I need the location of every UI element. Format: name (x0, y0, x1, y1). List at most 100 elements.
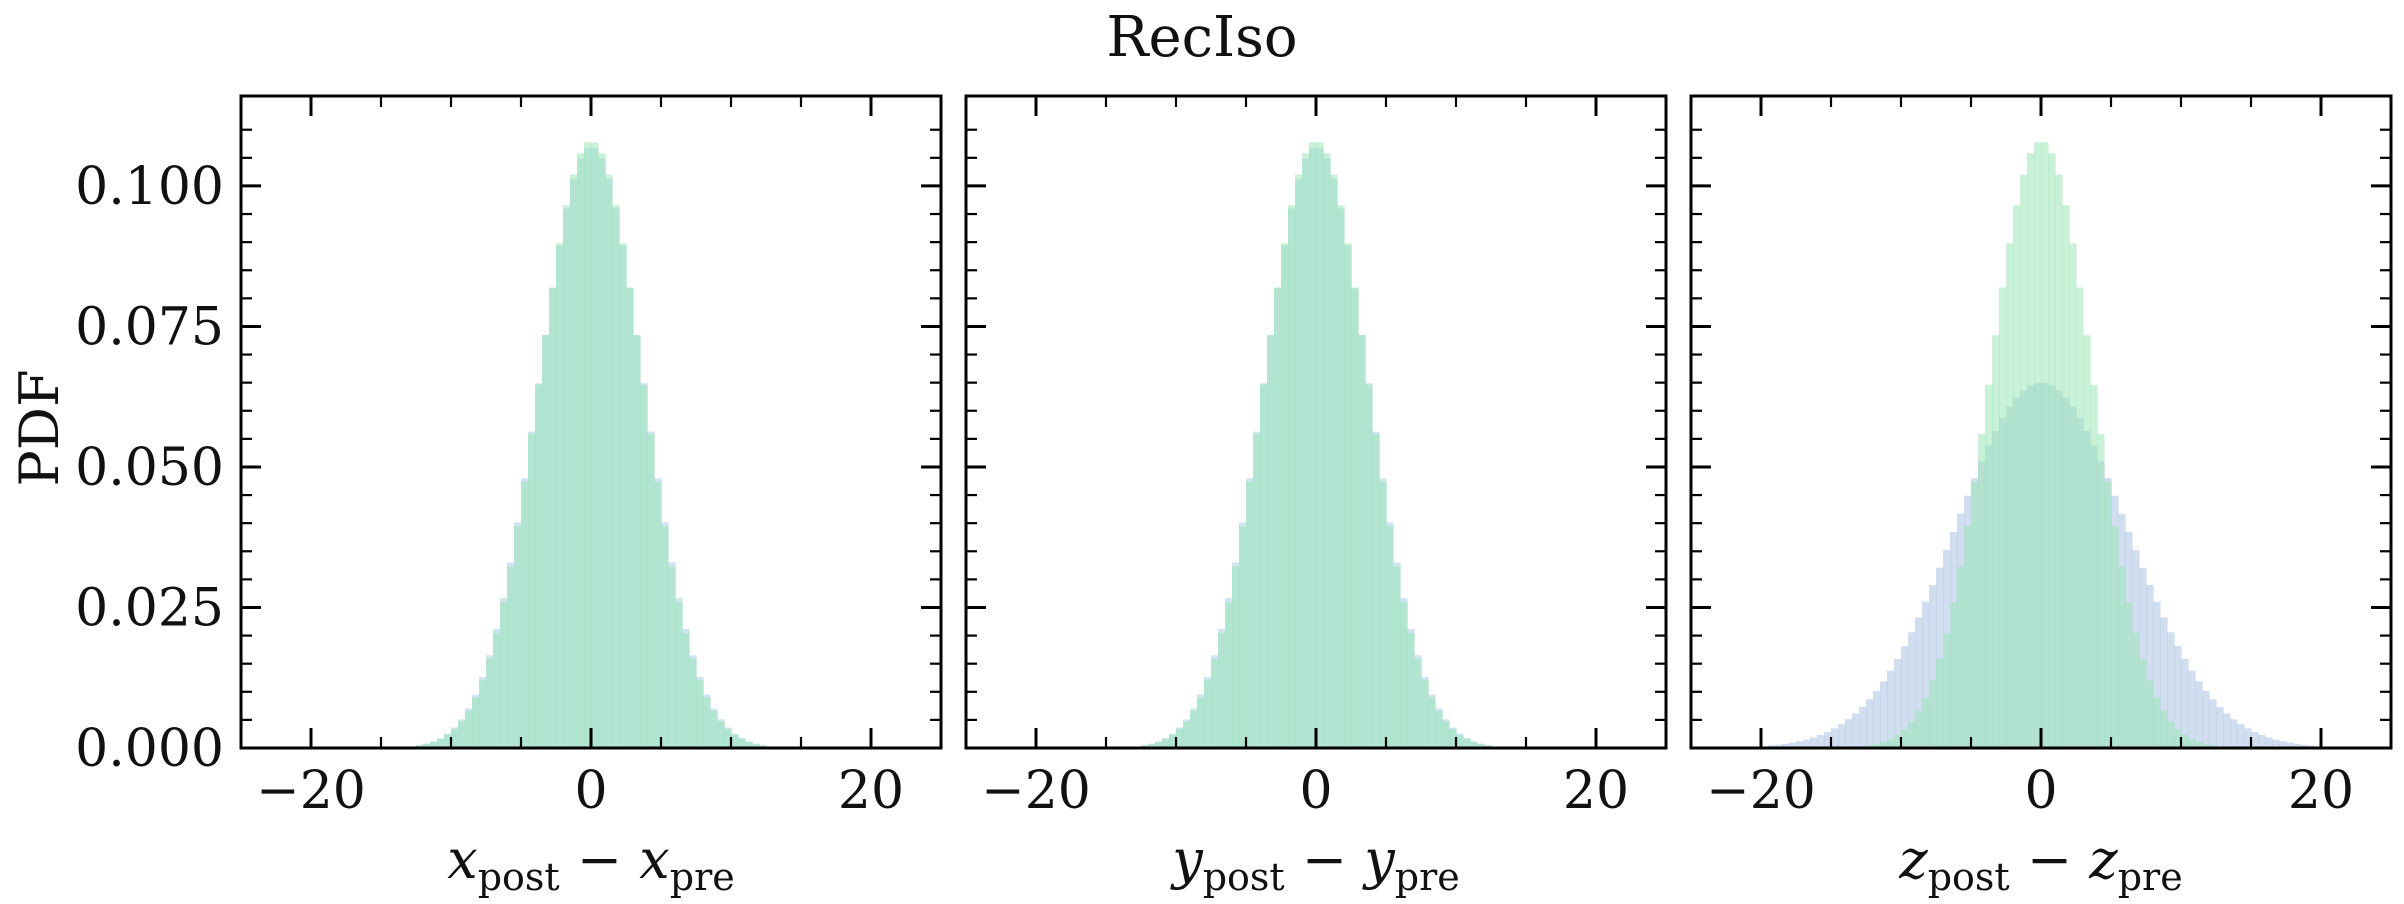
histogram-bar (2111, 526, 2119, 748)
histogram-bar (2244, 728, 2252, 748)
histogram-bar (507, 566, 515, 748)
histogram-bar (1950, 602, 1958, 748)
histogram-bar (1957, 566, 1965, 748)
histogram-bar (1400, 602, 1408, 748)
x-tick-label: 0 (1299, 761, 1332, 821)
series-2-bars (416, 142, 767, 749)
histogram-bar (1782, 743, 1790, 748)
histogram-bar (423, 744, 431, 748)
histogram-bar (2181, 658, 2189, 748)
histogram-bar (1295, 174, 1303, 748)
x-axis-label-part: pre (670, 855, 735, 899)
histogram-bar (1218, 633, 1226, 748)
histogram-bar (1824, 731, 1832, 748)
histogram-bar (668, 566, 676, 748)
histogram-bar (2118, 566, 2126, 748)
histogram-bar (1316, 142, 1324, 749)
histogram-bar (2279, 741, 2287, 748)
histogram-bar (521, 481, 529, 748)
histogram-bar (430, 742, 438, 748)
y-tick-label: 0.075 (75, 297, 224, 357)
histogram-bar (2006, 243, 2014, 748)
histogram-bar (1838, 724, 1846, 748)
x-axis-label-part: pre (1395, 855, 1460, 899)
x-tick-label: 0 (2024, 761, 2057, 821)
histogram-bar (1978, 434, 1986, 748)
histogram-bar (2181, 734, 2189, 748)
histogram-bar (2300, 744, 2308, 748)
x-axis-label-part: z (2088, 828, 2118, 891)
histogram-bar (1894, 658, 1902, 748)
histogram-bar (640, 384, 648, 748)
x-axis-label-part: − (560, 828, 640, 891)
histogram-bar (2146, 585, 2154, 748)
histogram-bar (2097, 434, 2105, 748)
histogram-bar (528, 434, 536, 748)
x-axis-label-part: pre (2118, 855, 2183, 899)
histogram-bar (1288, 205, 1296, 748)
histogram-bar (472, 697, 480, 748)
histogram-bar (1908, 632, 1916, 748)
histogram-bar (2139, 567, 2147, 748)
histogram-bar (2265, 737, 2273, 748)
histogram-bar (1887, 670, 1895, 748)
histogram-bar (1971, 481, 1979, 748)
histogram-bar (1421, 680, 1429, 748)
x-tick-label: −20 (256, 761, 366, 821)
histogram-bar (1428, 697, 1436, 748)
histogram-bar (1810, 737, 1818, 748)
histogram-bar (2174, 646, 2182, 748)
x-tick-label: 20 (2288, 761, 2354, 821)
histogram-bar (2237, 724, 2245, 748)
histogram-bar (1344, 243, 1352, 748)
x-axis-label-part: post (1203, 855, 1285, 899)
histogram-bar (1148, 744, 1156, 748)
histogram-bar (2174, 729, 2182, 748)
histogram-bar (2132, 633, 2140, 748)
histogram-bar (1435, 710, 1443, 748)
histogram-bar (1929, 585, 1937, 748)
histogram-bar (1162, 739, 1170, 748)
histogram-bar (584, 142, 592, 749)
x-axis-label: xpost − xpre (447, 828, 734, 899)
histogram-bar (1901, 646, 1909, 748)
histogram-bar (1302, 153, 1310, 748)
histogram-bar (2125, 602, 2133, 748)
histogram-bar (1197, 697, 1205, 748)
histogram-bar (479, 680, 487, 748)
histogram-bar (1880, 681, 1888, 748)
histogram-bar (1964, 526, 1972, 748)
histogram-bar (2195, 742, 2203, 748)
histogram-bar (1281, 243, 1289, 748)
histogram-bar (626, 287, 634, 748)
histogram-bar (738, 739, 746, 748)
histogram-bar (493, 633, 501, 748)
histogram-bar (2160, 710, 2168, 748)
histogram-bar (1414, 658, 1422, 748)
x-tick-label: 20 (838, 761, 904, 821)
x-axis-label-part: y (1362, 828, 1396, 891)
histogram-bar (542, 335, 550, 748)
histogram-bar (654, 481, 662, 748)
histogram-bar (1817, 734, 1825, 748)
histogram-bar (1922, 697, 1930, 748)
histogram-bar (2076, 287, 2084, 748)
histogram-bar (1880, 742, 1888, 748)
histogram-bar (689, 658, 697, 748)
x-tick-label: −20 (981, 761, 1091, 821)
histogram-bar (2223, 713, 2231, 748)
histogram-bar (2258, 734, 2266, 748)
x-axis-label-part: − (1285, 828, 1365, 891)
x-axis-label: zpost − zpre (1898, 828, 2182, 899)
histogram-bar (2139, 658, 2147, 748)
histogram-bar (2146, 680, 2154, 748)
histogram-bar (1873, 690, 1881, 748)
x-axis-label-part: post (478, 855, 560, 899)
histogram-bar (1873, 744, 1881, 748)
histogram-bar (675, 602, 683, 748)
histogram-bar (2230, 719, 2238, 748)
histogram-bar (1386, 526, 1394, 748)
histogram-bar (2153, 601, 2161, 748)
histogram-bar (1358, 335, 1366, 748)
